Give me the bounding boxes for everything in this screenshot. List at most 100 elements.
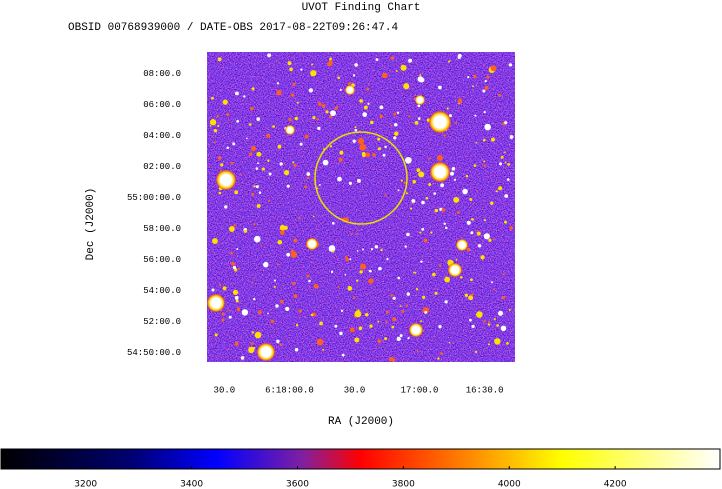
star — [290, 249, 294, 253]
x-tick-label: 16:30.0 — [466, 385, 504, 395]
star — [491, 137, 495, 142]
star — [377, 320, 380, 323]
y-tick-label: 55:00:00.0 — [127, 193, 181, 203]
star — [417, 117, 421, 120]
star — [353, 296, 356, 299]
star — [484, 123, 491, 131]
star — [216, 115, 220, 118]
star — [453, 178, 457, 181]
star — [391, 325, 395, 329]
star — [474, 350, 478, 354]
star — [344, 256, 348, 260]
star — [466, 248, 471, 252]
star — [403, 83, 410, 90]
star — [380, 248, 383, 252]
star — [490, 201, 494, 205]
star — [470, 278, 473, 282]
star — [368, 278, 374, 284]
star — [411, 199, 416, 203]
star — [310, 70, 317, 77]
star — [230, 161, 234, 165]
star — [275, 60, 278, 62]
star — [337, 285, 340, 288]
star — [310, 313, 314, 317]
star — [483, 164, 486, 167]
star — [267, 312, 269, 315]
star — [394, 131, 399, 136]
star — [501, 295, 505, 300]
star — [279, 343, 283, 347]
star — [397, 276, 401, 280]
star — [358, 326, 363, 331]
star — [285, 306, 290, 312]
star — [234, 341, 239, 346]
star — [236, 307, 241, 312]
star — [377, 137, 381, 141]
star — [405, 304, 408, 308]
star — [319, 184, 321, 186]
star — [379, 105, 384, 110]
bright-star — [409, 323, 423, 337]
source-circle — [314, 131, 408, 225]
star — [415, 288, 419, 291]
bright-star — [285, 125, 295, 135]
star — [500, 155, 504, 159]
star — [248, 123, 252, 126]
star — [329, 57, 332, 61]
star — [349, 327, 355, 333]
star — [286, 184, 290, 188]
star — [319, 321, 323, 326]
star — [374, 245, 378, 249]
star — [228, 226, 235, 232]
star — [500, 325, 507, 332]
star — [488, 343, 491, 346]
star — [354, 128, 358, 132]
star — [483, 233, 490, 240]
star — [509, 135, 514, 139]
star — [325, 110, 329, 114]
star — [396, 111, 400, 114]
colorbar-tick-label: 4000 — [498, 480, 521, 489]
star — [290, 93, 295, 97]
star — [400, 179, 403, 182]
star — [490, 65, 497, 72]
star — [362, 248, 364, 251]
star — [339, 331, 343, 336]
star — [432, 272, 436, 277]
star — [434, 291, 438, 295]
star — [316, 338, 324, 346]
star — [306, 274, 310, 278]
star — [437, 357, 440, 360]
star — [248, 346, 255, 354]
star — [253, 223, 256, 226]
star — [311, 63, 314, 66]
star — [226, 146, 229, 150]
star — [345, 258, 350, 262]
star — [418, 171, 425, 178]
star — [266, 133, 271, 138]
star — [209, 125, 212, 127]
star — [334, 324, 338, 328]
star — [293, 163, 297, 167]
star — [294, 348, 299, 352]
star — [246, 137, 248, 140]
star — [443, 134, 447, 137]
star — [389, 357, 393, 362]
star — [476, 229, 479, 232]
star — [332, 222, 335, 225]
star — [438, 264, 442, 268]
star — [255, 167, 259, 170]
star — [386, 257, 389, 261]
star — [249, 152, 253, 156]
star — [440, 352, 443, 355]
star — [317, 102, 322, 106]
star — [379, 114, 384, 119]
star — [384, 193, 387, 196]
star — [395, 70, 398, 73]
star — [228, 315, 232, 319]
star — [494, 338, 501, 345]
star — [213, 141, 216, 144]
star — [221, 318, 225, 322]
star — [277, 144, 282, 149]
